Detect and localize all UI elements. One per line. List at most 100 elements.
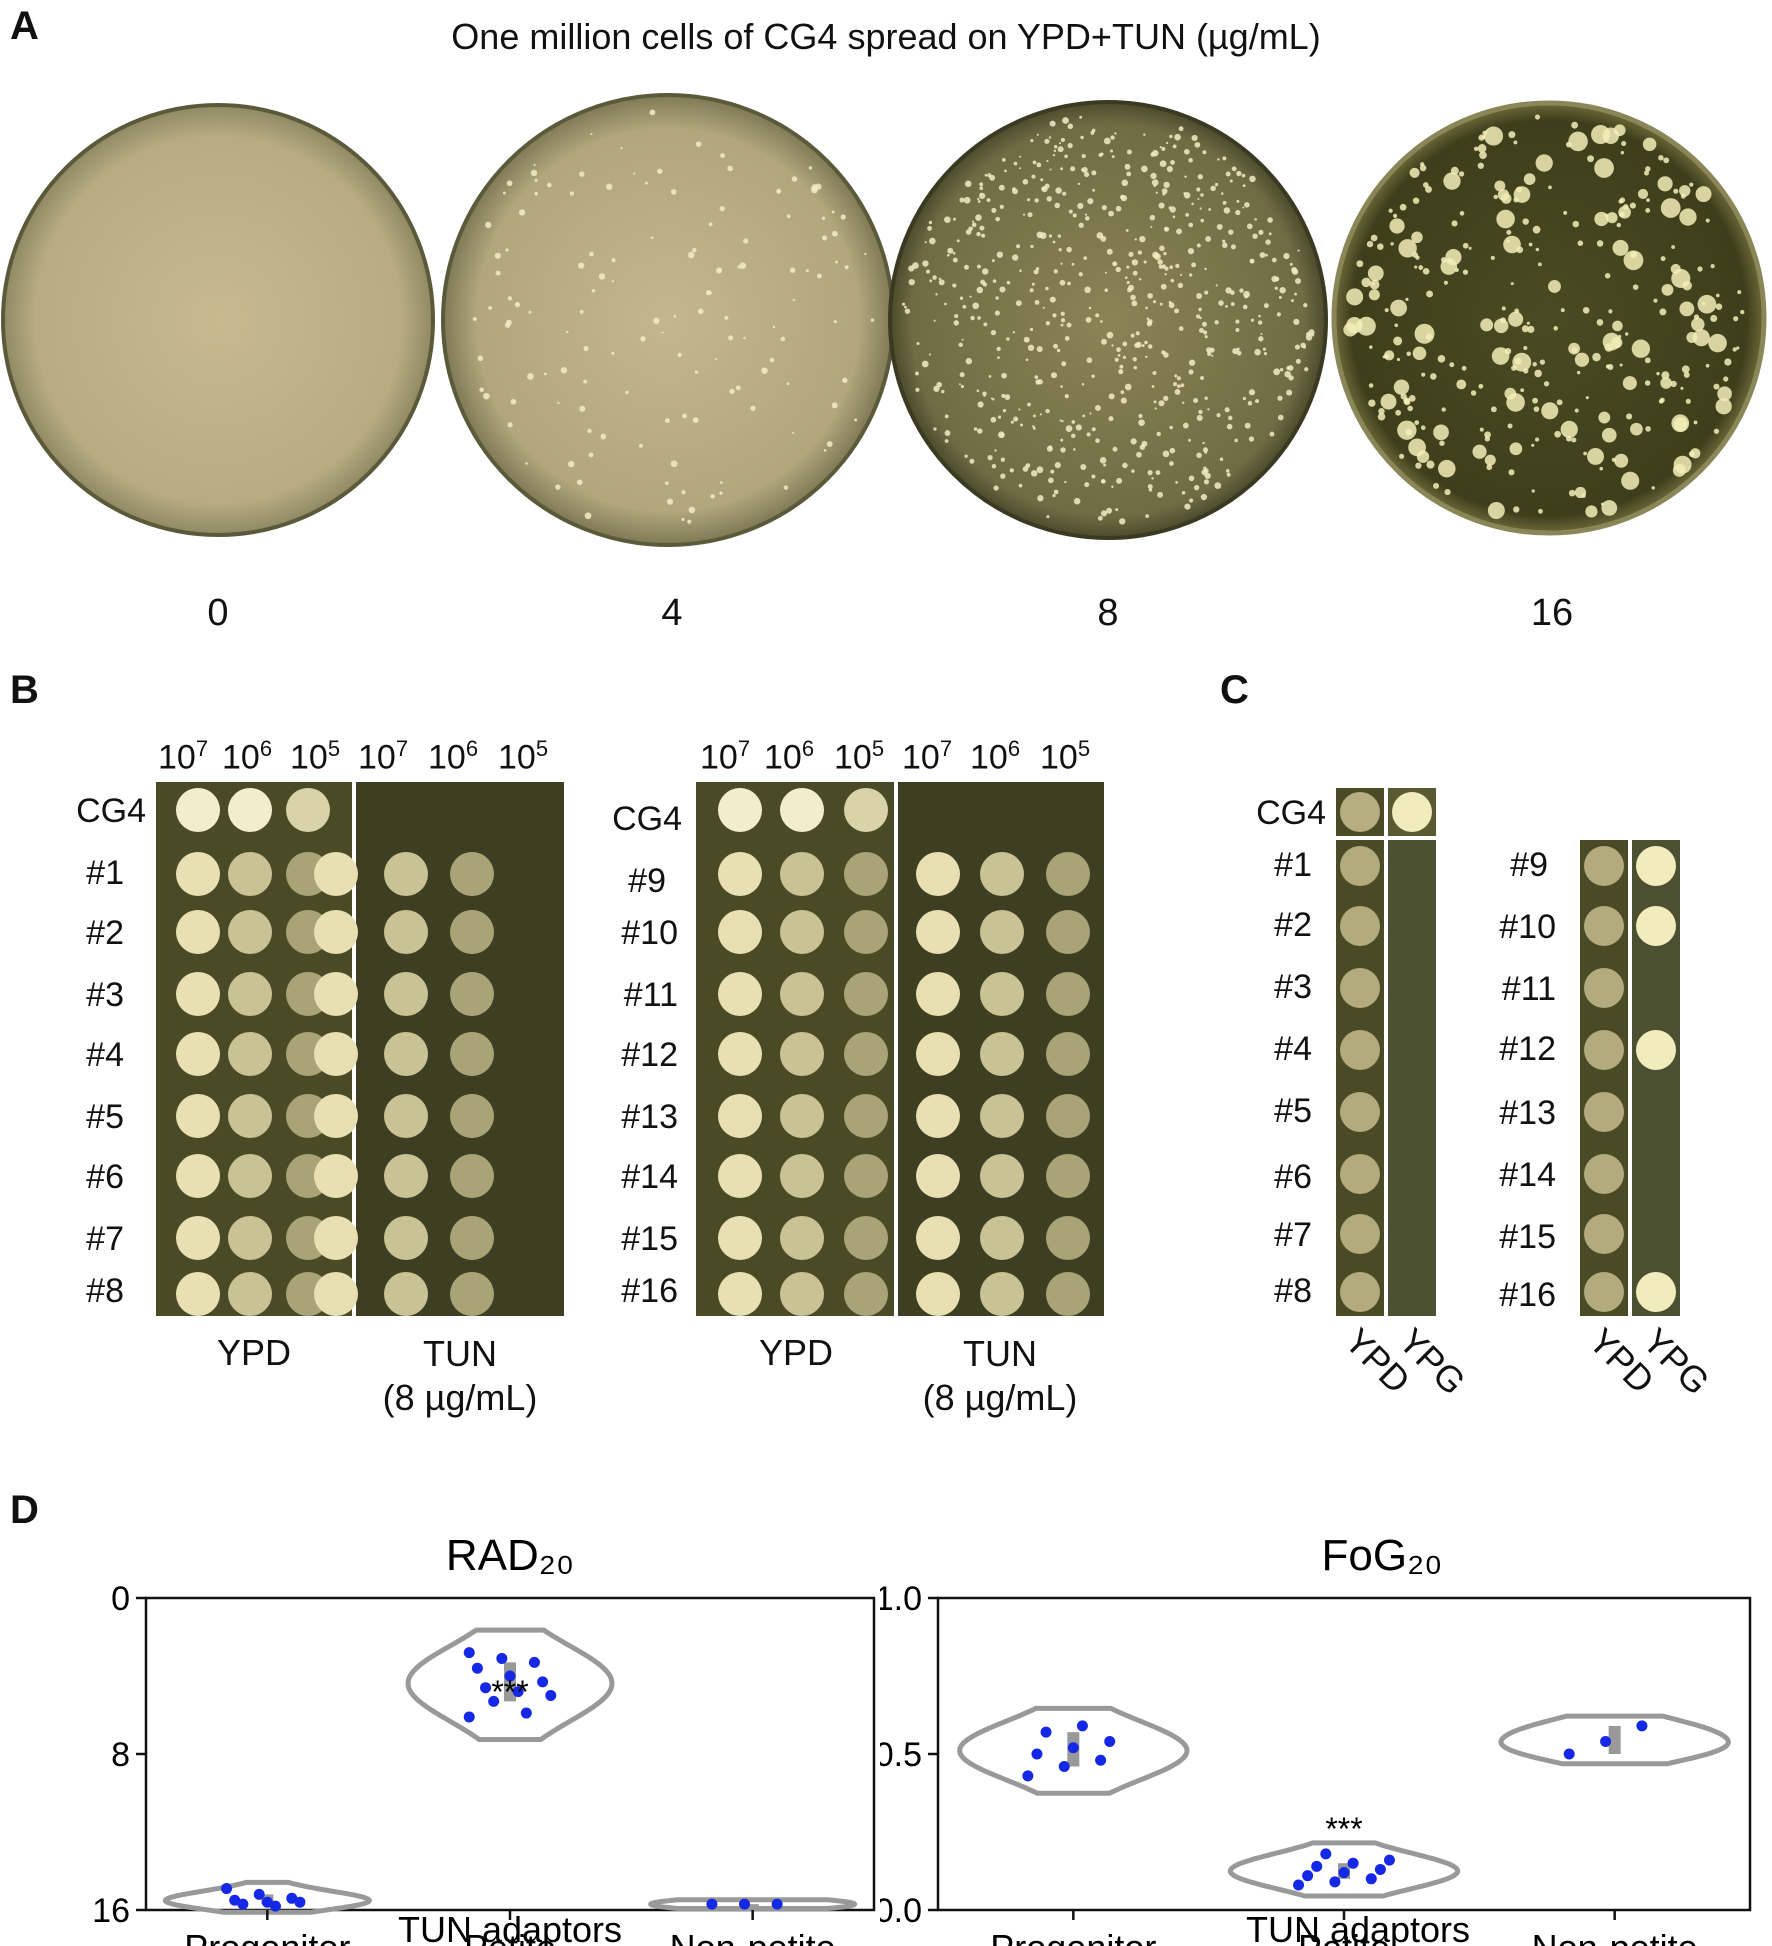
colony [719,491,723,495]
colony [1197,198,1200,201]
colony [1412,346,1427,361]
panel-a-title: One million cells of CG4 spread on YPD+T… [451,16,1321,57]
colony [1531,489,1535,493]
data-point [771,1898,783,1910]
y-tick-label: 1.0 [880,1580,922,1618]
data-point [528,1656,540,1668]
colony [1054,462,1061,469]
colony [1204,396,1208,400]
colony [1057,146,1064,153]
colony [992,279,997,283]
colony [1616,222,1621,228]
dilution-header: 106 [764,736,815,777]
colony [870,318,875,322]
colony [743,336,746,340]
growth-spot [384,1094,428,1138]
colony [1138,419,1145,427]
colony [1078,222,1084,228]
data-point [463,1711,475,1723]
colony [1080,463,1087,470]
growth-spot [780,852,824,896]
colony [908,278,915,286]
colony [1175,263,1180,269]
colony [1112,261,1116,265]
media-label-ypd: YPD [216,1332,292,1373]
colony [1101,479,1105,484]
colony [1406,351,1411,357]
colony [1060,262,1063,265]
colony [1585,396,1589,400]
colony [1554,430,1562,438]
data-point [706,1898,718,1910]
colony [833,320,837,324]
row-label: #16 [1499,1276,1556,1314]
colony [1110,135,1115,140]
colony [1539,359,1546,365]
colony [1033,269,1039,275]
data-point [1563,1748,1575,1760]
colony [1174,308,1180,314]
colony [1207,408,1210,411]
colony [1168,206,1172,210]
colony [1680,193,1686,199]
colony [1594,158,1614,178]
colony [953,217,956,221]
colony [1637,188,1649,200]
colony [1254,217,1257,221]
growth-spot [844,1272,888,1316]
colony [916,342,920,346]
colony [1111,155,1115,159]
colony [776,188,782,194]
colony [1117,354,1121,357]
growth-spot [1584,1154,1624,1194]
colony [1291,299,1294,303]
colony [1120,390,1125,394]
colony [1621,471,1640,490]
media-label-ypg: YPG [1635,1320,1718,1403]
colony [1188,475,1195,482]
colony [1295,358,1301,364]
colony [1132,270,1138,276]
colony [1036,162,1042,168]
colony [1608,309,1613,314]
colony [1166,141,1169,145]
y-tick-label: 16 [92,1892,130,1930]
colony [1139,235,1146,243]
colony [1462,269,1469,275]
growth-spot [780,1216,824,1260]
colony [1308,329,1315,336]
colony [1147,293,1153,299]
colony [1653,298,1658,303]
row-label: #16 [621,1272,678,1310]
colony [1214,320,1219,325]
data-point [237,1898,249,1910]
data-point [1104,1736,1116,1748]
colony [1513,196,1519,203]
colony [1723,376,1729,382]
colony [1149,214,1156,221]
colony [973,427,978,431]
colony [560,367,568,374]
colony [528,310,532,314]
growth-spot [1046,972,1090,1016]
colony [1159,245,1165,252]
colony [1177,282,1184,289]
colony [1244,422,1251,429]
data-point [294,1896,306,1908]
colony [786,214,791,219]
colony [965,357,973,365]
growth-spot [844,1154,888,1198]
colony [1225,305,1228,308]
colony [1715,398,1732,415]
colony [1506,229,1512,235]
colony [1693,420,1698,425]
growth-spot [314,1094,358,1138]
colony [1200,493,1208,501]
colony [944,439,949,443]
colony [1399,203,1407,211]
colony [816,273,822,279]
colony [1116,477,1123,484]
growth-spot [1340,792,1380,832]
colony [1508,131,1516,139]
colony [1596,240,1604,247]
